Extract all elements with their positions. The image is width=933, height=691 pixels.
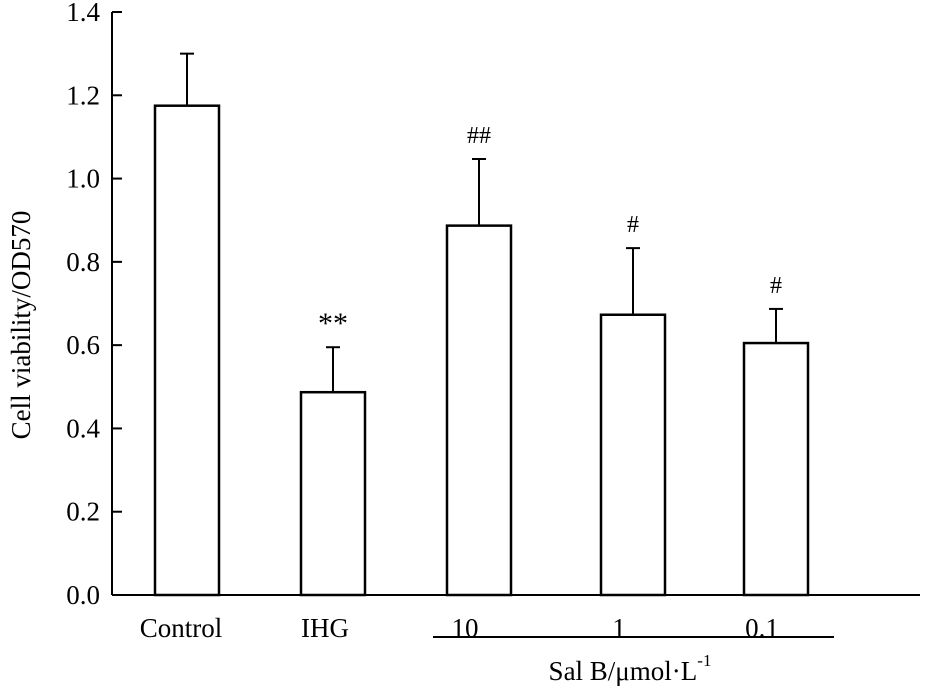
y-tick-label: 0.8 bbox=[66, 247, 100, 277]
y-tick-label: 1.2 bbox=[66, 80, 100, 110]
y-tick-label: 0.2 bbox=[66, 497, 100, 527]
bar-10 bbox=[445, 224, 513, 597]
significance-markers: **#### bbox=[318, 123, 782, 340]
bars bbox=[153, 104, 810, 597]
y-tick-label: 1.0 bbox=[66, 164, 100, 194]
group-label: Sal B/μmol·L-1 bbox=[549, 651, 712, 686]
y-tick-label: 0.0 bbox=[66, 580, 100, 610]
x-category-label: 0.1 bbox=[745, 613, 779, 643]
bar-control bbox=[153, 104, 221, 597]
bar-1 bbox=[599, 313, 667, 597]
x-category-label: IHG bbox=[301, 613, 349, 643]
error-bars bbox=[180, 52, 783, 393]
group-label-superscript: -1 bbox=[697, 651, 711, 670]
significance-marker: ## bbox=[467, 123, 491, 149]
category-labels: Control IHG 10 1 0.1 bbox=[140, 613, 779, 643]
y-axis-label: Cell viability/OD570 bbox=[6, 211, 36, 440]
significance-marker: # bbox=[627, 212, 639, 238]
y-tick-label: 0.4 bbox=[66, 413, 100, 443]
bar-0-1 bbox=[742, 341, 810, 597]
significance-marker: ** bbox=[318, 307, 348, 340]
x-category-label: 1 bbox=[612, 613, 626, 643]
x-category-label: 10 bbox=[452, 613, 479, 643]
bar-ihg bbox=[299, 390, 367, 597]
group-label-text: Sal B/μmol·L bbox=[549, 656, 698, 686]
y-tick-label: 0.6 bbox=[66, 330, 100, 360]
x-category-label: Control bbox=[140, 613, 223, 643]
y-axis-ticks: 0.0 0.2 0.4 0.6 0.8 1.0 1.2 1.4 bbox=[66, 0, 122, 610]
y-tick-label: 1.4 bbox=[66, 0, 100, 27]
significance-marker: # bbox=[770, 273, 782, 299]
